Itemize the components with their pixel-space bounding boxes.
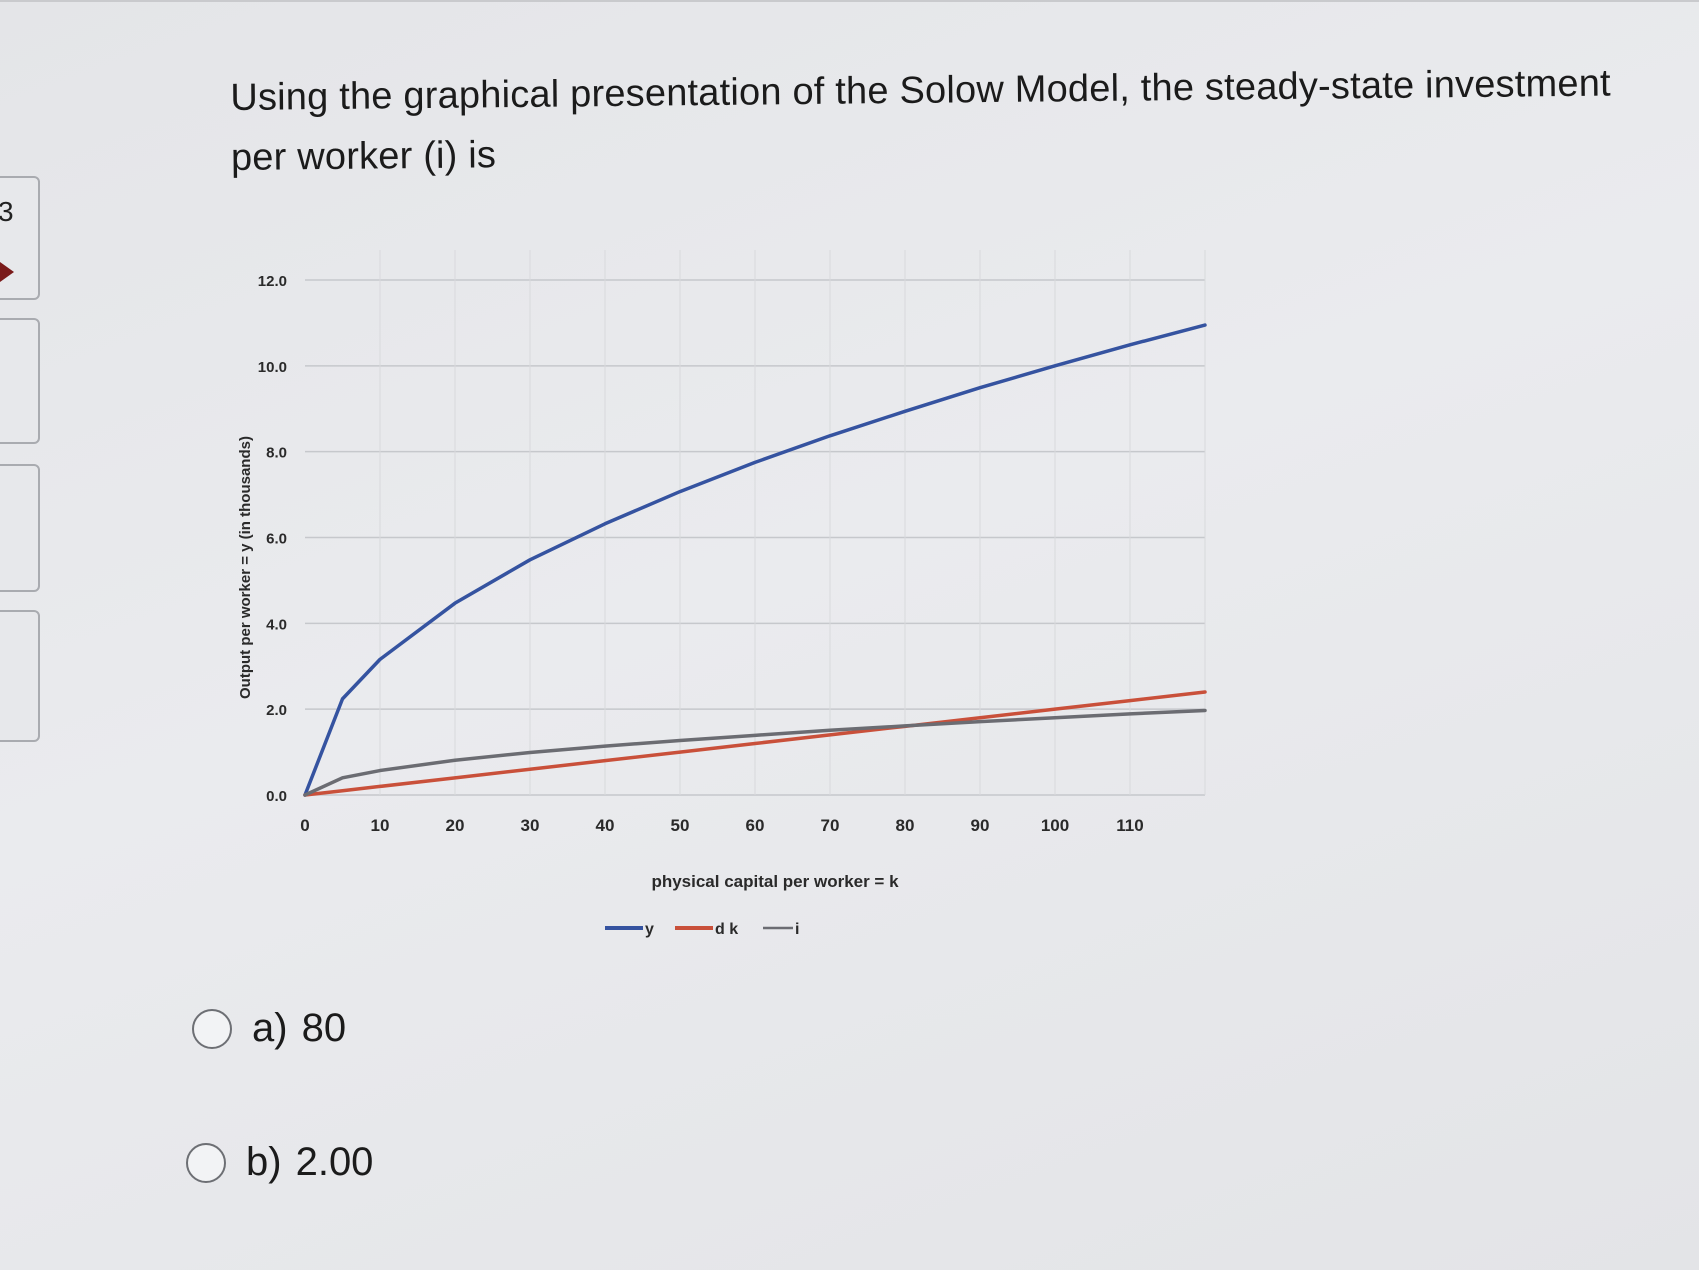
option-a-label: a) [252, 1006, 288, 1050]
x-tick-label: 10 [371, 816, 390, 835]
chart-axes: 0.0 2.0 4.0 6.0 8.0 10.0 12.0 0 10 20 30 40 50 60 70 80… [237, 273, 1144, 891]
x-tick-label: 90 [971, 816, 990, 835]
radio-button[interactable] [186, 1142, 226, 1183]
x-tick-label: 0 [300, 816, 309, 835]
y-tick-label: 0.0 [266, 788, 287, 805]
option-a-value: 80 [301, 1006, 347, 1050]
x-tick-label: 30 [521, 816, 540, 835]
y-tick-label: 6.0 [266, 531, 287, 548]
side-nav-tab[interactable] [0, 318, 40, 444]
option-b-value: 2.00 [295, 1140, 374, 1184]
y-tick-label: 4.0 [266, 616, 287, 633]
y-tick-label: 10.0 [258, 359, 287, 376]
option-b-label: b) [246, 1140, 282, 1184]
side-nav-tab[interactable] [0, 610, 40, 742]
solow-chart: 0.0 2.0 4.0 6.0 8.0 10.0 12.0 0 10 20 30 40 50 60 70 80… [237, 250, 1207, 938]
x-tick-label: 40 [596, 816, 615, 835]
y-tick-label: 12.0 [258, 273, 287, 290]
x-tick-label: 80 [896, 816, 915, 835]
legend-label: y [645, 921, 654, 938]
x-tick-label: 110 [1116, 816, 1143, 835]
x-tick-label: 100 [1041, 816, 1069, 835]
side-question-number: 3 [0, 196, 14, 227]
chart-series [303, 323, 1207, 797]
x-axis-label: physical capital per worker = k [651, 872, 899, 891]
legend-label: d k [715, 921, 738, 938]
legend-label: i [795, 921, 799, 938]
top-border [0, 0, 1699, 2]
y-tick-label: 2.0 [266, 702, 287, 719]
chart-grid [305, 250, 1206, 796]
x-tick-label: 60 [746, 816, 765, 835]
flag-icon [0, 262, 14, 282]
x-tick-label: 70 [821, 816, 840, 835]
series-line-dk [303, 690, 1207, 797]
y-axis-label: Output per worker = y (in thousands) [237, 436, 254, 699]
x-tick-label: 20 [446, 816, 465, 835]
option-a[interactable]: a) 80 [192, 1006, 346, 1051]
option-b[interactable]: b) 2.00 [186, 1140, 373, 1185]
series-line-i [303, 708, 1207, 797]
radio-button[interactable] [192, 1008, 232, 1049]
side-nav-tab[interactable] [0, 464, 40, 592]
x-tick-label: 50 [671, 816, 690, 835]
y-tick-label: 8.0 [266, 445, 287, 462]
series-line-y [303, 323, 1207, 797]
